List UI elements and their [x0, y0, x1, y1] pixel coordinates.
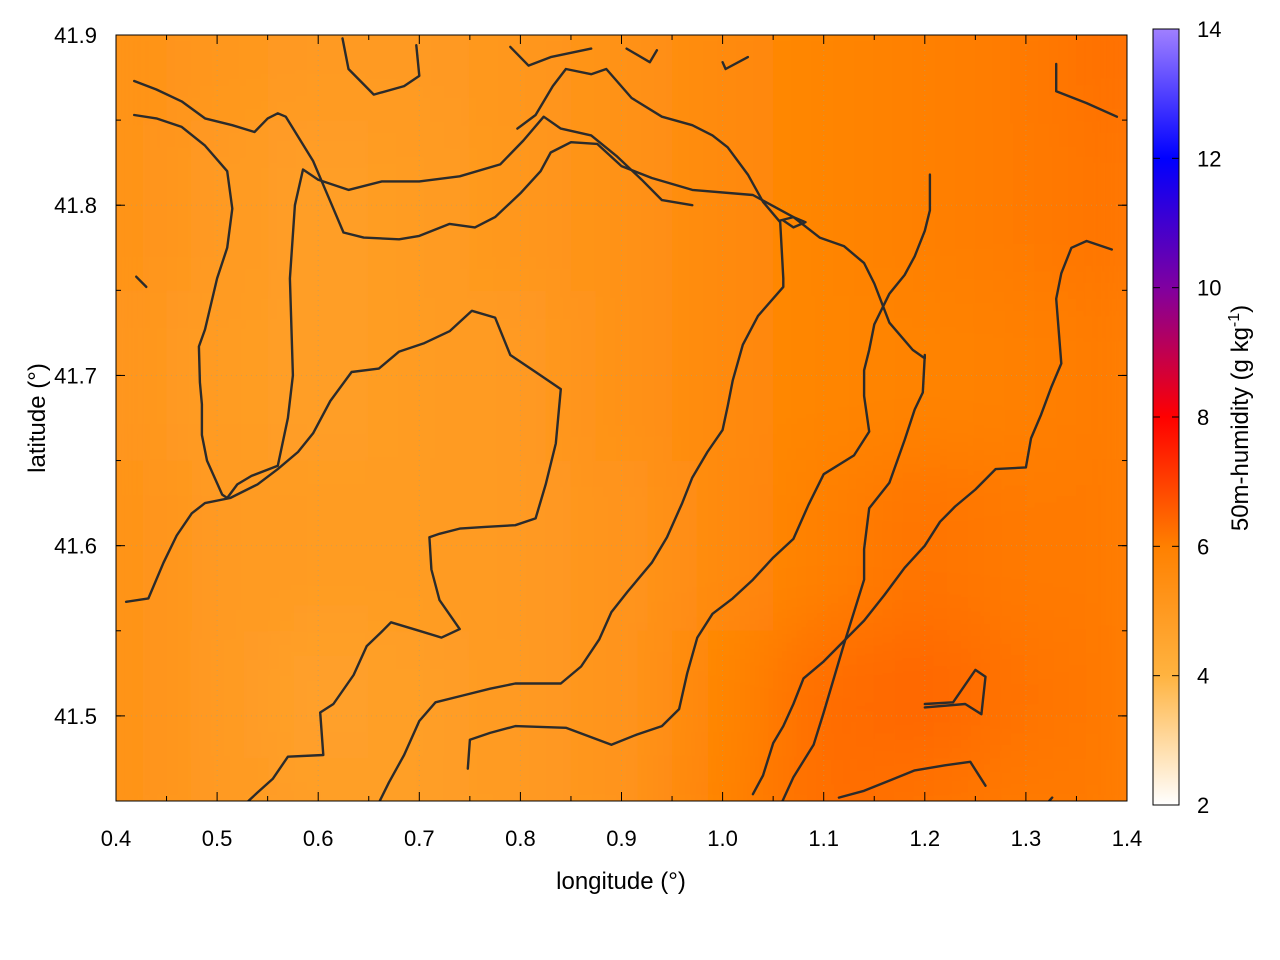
colorbar: 2 4 6 8 10 12 14 50m-humidity (g kg-1)	[1152, 17, 1254, 818]
contour-line	[133, 113, 694, 500]
x-axis: 0.4 0.5 0.6 0.7 0.8 0.9 1.0 1.1 1.2 1.3 1.4	[101, 35, 1143, 851]
y-axis-label: latitude (°)	[24, 363, 51, 473]
contour-line	[133, 79, 926, 801]
colorbar-tick-label: 6	[1197, 534, 1209, 559]
y-axis: 41.5 41.6 41.7 41.8 41.9	[54, 23, 1127, 802]
heatmap-field	[116, 35, 1127, 801]
heat-cell	[570, 630, 673, 759]
heat-cell	[975, 630, 1077, 759]
heat-cell	[116, 35, 167, 121]
contour-line	[1047, 796, 1054, 801]
x-axis-label: longitude (°)	[556, 868, 686, 895]
heat-cell	[570, 758, 673, 801]
colorbar-tick-label: 2	[1197, 793, 1209, 818]
contour-line	[721, 55, 750, 71]
y-tick-label: 41.7	[54, 363, 97, 388]
contour-line	[135, 275, 148, 289]
x-tick-label: 0.8	[505, 826, 536, 851]
colorbar-tick-label: 10	[1197, 276, 1221, 301]
contour-lines	[124, 37, 1119, 801]
contour-line	[124, 309, 562, 801]
x-tick-label: 1.1	[808, 826, 839, 851]
x-tick-label: 0.9	[606, 826, 637, 851]
grid-lines	[116, 35, 1127, 801]
heat-cell	[975, 758, 1077, 801]
heat-cell	[267, 630, 369, 759]
contour-line	[466, 173, 932, 770]
colorbar-label: 50m-humidity (g kg-1)	[1226, 305, 1254, 531]
contour-line	[509, 45, 593, 67]
contour-line	[837, 760, 987, 799]
contour-line	[779, 215, 807, 229]
heat-cell	[368, 758, 470, 801]
colorbar-tick-label: 14	[1197, 17, 1221, 42]
heat-cell	[166, 630, 268, 759]
colorbar-tick-label: 8	[1197, 405, 1209, 430]
heat-cell	[116, 758, 167, 801]
contour-line	[751, 239, 1113, 796]
heat-cell	[368, 630, 470, 759]
heat-cell	[116, 630, 167, 759]
y-tick-label: 41.9	[54, 23, 97, 48]
contour-line	[625, 47, 659, 64]
contour-line	[923, 668, 987, 716]
heat-cell	[773, 630, 875, 759]
x-tick-label: 1.2	[910, 826, 941, 851]
colorbar-tick-label: 4	[1197, 664, 1209, 689]
y-tick-label: 41.5	[54, 704, 97, 729]
heat-cell	[1076, 630, 1127, 759]
y-tick-label: 41.8	[54, 193, 97, 218]
x-tick-label: 1.3	[1011, 826, 1042, 851]
x-tick-label: 0.7	[404, 826, 435, 851]
x-tick-label: 1.0	[707, 826, 738, 851]
heat-cell	[469, 630, 571, 759]
contour-line	[1055, 62, 1119, 118]
x-tick-label: 0.4	[101, 826, 132, 851]
x-tick-label: 0.5	[202, 826, 233, 851]
heat-cell	[672, 630, 774, 759]
y-tick-label: 41.6	[54, 534, 97, 559]
heat-cell	[874, 630, 976, 759]
heat-cell	[874, 758, 976, 801]
contour-line	[378, 67, 785, 801]
x-tick-label: 0.6	[303, 826, 334, 851]
heat-cell	[1076, 35, 1127, 121]
heat-cell	[773, 758, 875, 801]
heat-cell	[1076, 758, 1127, 801]
heat-cell	[166, 758, 268, 801]
contour-line	[341, 37, 421, 96]
colorbar-tick-label: 12	[1197, 146, 1221, 171]
heat-cell	[267, 758, 369, 801]
heat-cell	[672, 758, 774, 801]
heat-cell	[469, 758, 571, 801]
x-tick-label: 1.4	[1112, 826, 1143, 851]
